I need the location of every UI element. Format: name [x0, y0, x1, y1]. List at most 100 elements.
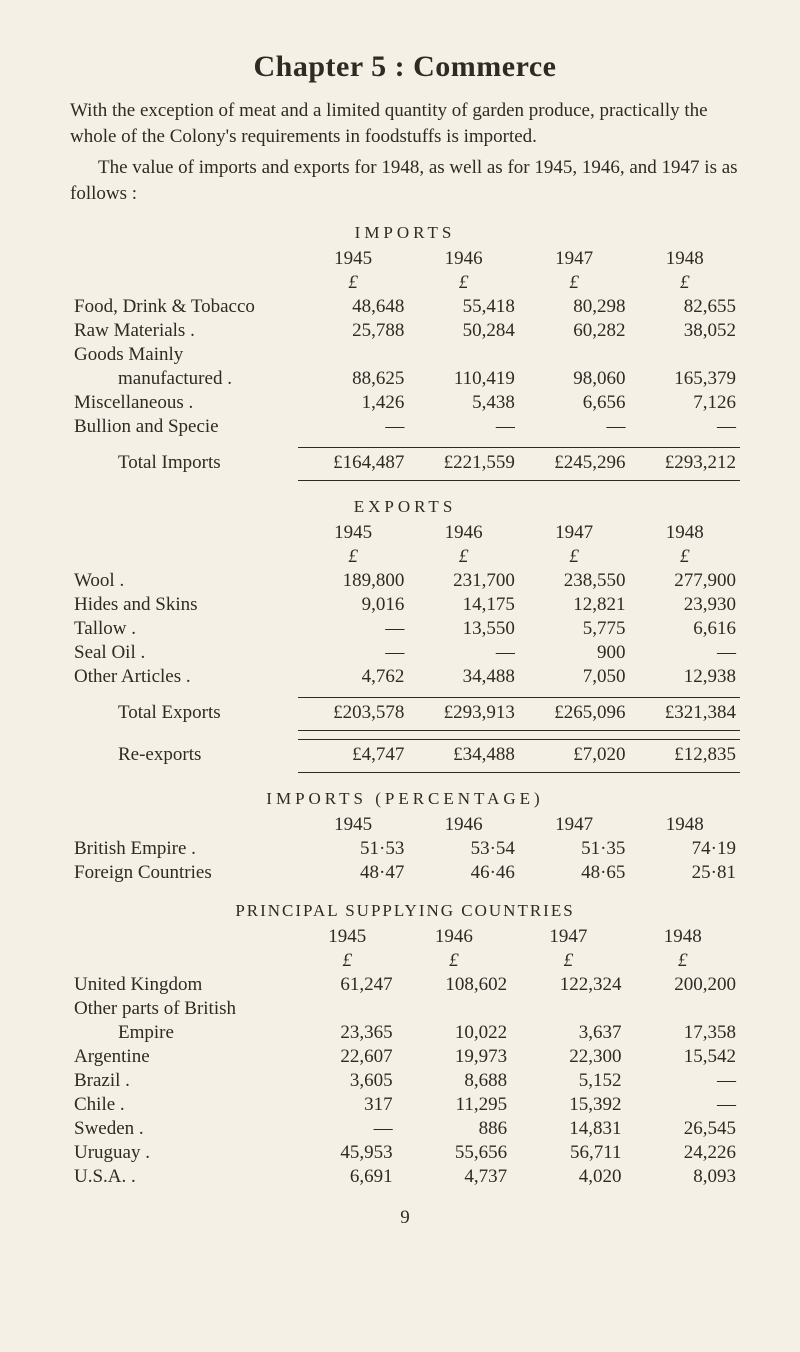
cell-value: 200,200: [626, 973, 740, 997]
cell-value: 6,616: [629, 617, 740, 641]
row-label: Foreign Countries: [70, 861, 298, 885]
year-header: 1948: [629, 247, 740, 271]
row-label: Empire: [70, 1021, 298, 1045]
pound-symbol: £: [629, 271, 740, 295]
supplying-table: 1945194619471948££££United Kingdom61,247…: [70, 925, 740, 1189]
cell-value: 46·46: [408, 861, 519, 885]
row-label: Other Articles .: [70, 665, 298, 689]
cell-value: 5,438: [408, 391, 519, 415]
reexports-value: £7,020: [519, 739, 630, 770]
year-header: 1946: [408, 521, 519, 545]
cell-value: 82,655: [629, 295, 740, 319]
pound-row: ££££: [70, 545, 740, 569]
row-label: Seal Oil .: [70, 641, 298, 665]
row-label: manufactured .: [70, 367, 298, 391]
pound-symbol: £: [519, 271, 630, 295]
rule-cell: [298, 478, 409, 481]
percentage-heading: IMPORTS (PERCENTAGE): [70, 789, 740, 809]
total-label: Total Exports: [70, 697, 298, 728]
year-header: 1947: [519, 813, 630, 837]
cell-value: 60,282: [519, 319, 630, 343]
cell-value: 238,550: [519, 569, 630, 593]
table-row: Seal Oil .——900—: [70, 641, 740, 665]
cell-value: 165,379: [629, 367, 740, 391]
table-row: Tallow .—13,5505,7756,616: [70, 617, 740, 641]
blank: [298, 689, 409, 698]
cell-value: —: [298, 1117, 397, 1141]
row-label: Food, Drink & Tobacco: [70, 295, 298, 319]
row-label: Tallow .: [70, 617, 298, 641]
cell-value: 61,247: [298, 973, 397, 997]
blank: [408, 730, 519, 739]
cell-value: 80,298: [519, 295, 630, 319]
year-row: 1945194619471948: [70, 813, 740, 837]
year-row: 1945194619471948: [70, 521, 740, 545]
cell-value: 886: [397, 1117, 511, 1141]
cell-value: 14,831: [511, 1117, 625, 1141]
table-row: Chile .31711,29515,392—: [70, 1093, 740, 1117]
year-header: 1946: [408, 247, 519, 271]
year-header: 1946: [408, 813, 519, 837]
page-container: Chapter 5 : Commerce With the exception …: [0, 0, 800, 1352]
year-row: 1945194619471948: [70, 247, 740, 271]
cell-value: 15,542: [626, 1045, 740, 1069]
cell-value: 189,800: [298, 569, 409, 593]
cell-value: 14,175: [408, 593, 519, 617]
rule-cell: [629, 770, 740, 773]
cell-value: 23,930: [629, 593, 740, 617]
cell-value: 55,656: [397, 1141, 511, 1165]
table-row: British Empire .51·5353·5451·3574·19: [70, 837, 740, 861]
cell-value: 13,550: [408, 617, 519, 641]
cell-value: 108,602: [397, 973, 511, 997]
table-row: Empire23,36510,0223,63717,358: [70, 1021, 740, 1045]
blank: [629, 730, 740, 739]
blank: [70, 545, 298, 569]
imports-heading: IMPORTS: [70, 223, 740, 243]
blank: [298, 730, 409, 739]
cell-value: 900: [519, 641, 630, 665]
table-row: Brazil .3,6058,6885,152—: [70, 1069, 740, 1093]
cell-value: [629, 343, 740, 367]
total-label: Total Imports: [70, 447, 298, 478]
rule-row: [70, 770, 740, 773]
cell-value: 4,737: [397, 1165, 511, 1189]
row-label: Wool .: [70, 569, 298, 593]
cell-value: —: [298, 415, 409, 439]
pound-symbol: £: [408, 545, 519, 569]
cell-value: 24,226: [626, 1141, 740, 1165]
exports-table: 1945194619471948££££Wool .189,800231,700…: [70, 521, 740, 773]
cell-value: —: [298, 641, 409, 665]
pound-row: ££££: [70, 949, 740, 973]
blank: [70, 247, 298, 271]
chapter-title: Chapter 5 : Commerce: [70, 50, 740, 84]
cell-value: 25·81: [629, 861, 740, 885]
cell-value: —: [519, 415, 630, 439]
blank: [70, 689, 298, 698]
blank: [298, 439, 409, 448]
year-header: 1947: [511, 925, 625, 949]
cell-value: 23,365: [298, 1021, 397, 1045]
spacer: [70, 439, 740, 448]
row-label: Uruguay .: [70, 1141, 298, 1165]
blank: [70, 770, 298, 773]
spacer: [70, 730, 740, 739]
cell-value: —: [629, 641, 740, 665]
cell-value: —: [626, 1069, 740, 1093]
rule-cell: [298, 770, 409, 773]
cell-value: 12,821: [519, 593, 630, 617]
cell-value: 51·53: [298, 837, 409, 861]
cell-value: [626, 997, 740, 1021]
row-label: Chile .: [70, 1093, 298, 1117]
year-header: 1945: [298, 813, 409, 837]
table-row: U.S.A. .6,6914,7374,0208,093: [70, 1165, 740, 1189]
cell-value: [298, 997, 397, 1021]
row-label: Raw Materials .: [70, 319, 298, 343]
rule-cell: [408, 478, 519, 481]
cell-value: [397, 997, 511, 1021]
cell-value: [511, 997, 625, 1021]
cell-value: 22,607: [298, 1045, 397, 1069]
cell-value: 50,284: [408, 319, 519, 343]
cell-value: 110,419: [408, 367, 519, 391]
cell-value: 22,300: [511, 1045, 625, 1069]
row-label: Brazil .: [70, 1069, 298, 1093]
